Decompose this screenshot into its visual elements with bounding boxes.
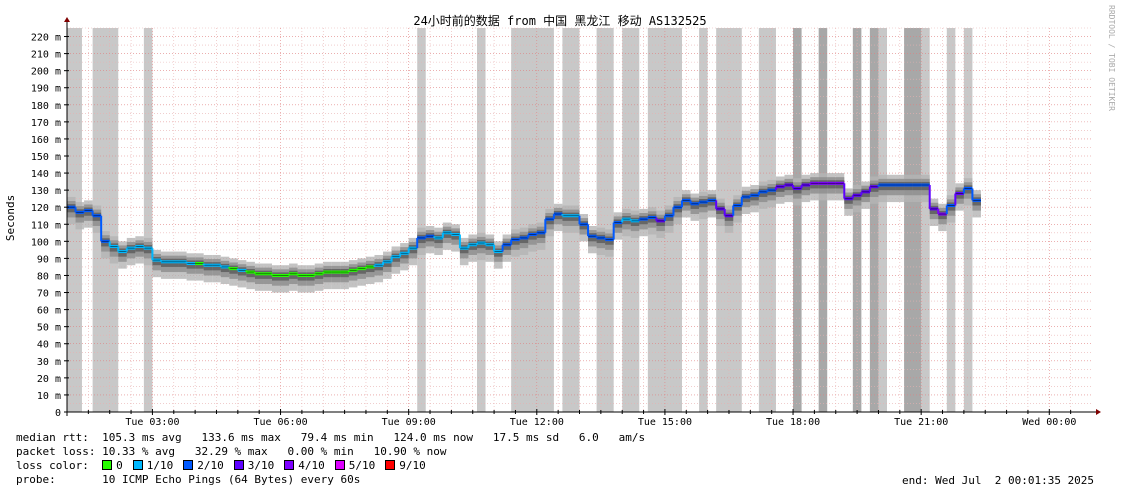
loss-color-label-text: 0 xyxy=(116,459,123,472)
median-rtt-values: 105.3 ms avg 133.6 ms max 79.4 ms min 12… xyxy=(102,431,646,444)
loss-legend-item: 2/10 xyxy=(183,459,224,472)
y-tick-label: 130 m xyxy=(31,186,61,197)
loss-band xyxy=(699,28,708,412)
y-tick-label: 220 m xyxy=(31,33,61,44)
y-tick-labels: 0 10 m 20 m 30 m 40 m 50 m 60 m 70 m 80 m 90 m 100… xyxy=(31,33,61,419)
loss-color-label-text: 3/10 xyxy=(247,459,275,472)
y-tick-label: 20 m xyxy=(37,374,61,385)
packet-loss-label: packet loss: xyxy=(16,445,96,458)
x-tick-label: Tue 09:00 xyxy=(382,417,436,428)
y-tick-label: 110 m xyxy=(31,220,61,231)
y-tick-label: 170 m xyxy=(31,118,61,129)
loss-color-swatch xyxy=(334,460,345,470)
loss-band xyxy=(143,28,153,412)
x-tick-label: Tue 06:00 xyxy=(253,417,307,428)
y-tick-label: 70 m xyxy=(37,289,61,300)
rrdtool-watermark: RRDTOOL / TOBI OETIKER xyxy=(1107,5,1116,111)
loss-legend-item: 9/10 xyxy=(385,459,426,472)
y-tick-label: 30 m xyxy=(37,357,61,368)
latency-chart: 24小时前的数据 from 中国 黑龙江 移动 AS132525 Seconds… xyxy=(4,5,1116,428)
loss-band-dark xyxy=(818,28,828,412)
loss-color-label-text: 5/10 xyxy=(348,459,376,472)
y-tick-label: 180 m xyxy=(31,101,61,112)
loss-band xyxy=(758,28,776,412)
loss-color-label-text: 9/10 xyxy=(399,459,426,472)
loss-legend-item: 0 xyxy=(102,459,123,472)
loss-band xyxy=(477,28,486,412)
loss-color-swatch xyxy=(233,460,244,470)
loss-color-swatch xyxy=(385,460,396,470)
loss-band-dark xyxy=(869,28,879,412)
y-tick-label: 200 m xyxy=(31,67,61,78)
median-rtt-line xyxy=(67,181,981,277)
probe-row: probe: 10 ICMP Echo Pings (64 Bytes) eve… xyxy=(16,473,360,487)
y-tick-label: 40 m xyxy=(37,340,61,351)
loss-band xyxy=(963,28,973,412)
loss-band xyxy=(417,28,426,412)
median-rtt-row: median rtt: 105.3 ms avg 133.6 ms max 79… xyxy=(16,431,645,445)
y-tick-label: 50 m xyxy=(37,323,61,334)
y-tick-label: 60 m xyxy=(37,306,61,317)
x-axis-arrow xyxy=(1096,409,1101,415)
axes xyxy=(64,17,1101,416)
loss-band-dark xyxy=(904,28,922,412)
y-axis-label: Seconds xyxy=(4,195,17,241)
x-tick-label: Tue 15:00 xyxy=(638,417,692,428)
packet-loss-values: 10.33 % avg 32.29 % max 0.00 % min 10.90… xyxy=(102,445,447,458)
loss-color-legend: 0 1/10 2/10 3/10 4/10 5/10 9/10 xyxy=(102,459,436,472)
loss-legend-item: 1/10 xyxy=(132,459,174,472)
packet-loss-row: packet loss: 10.33 % avg 32.29 % max 0.0… xyxy=(16,445,446,459)
loss-color-row: loss color: 0 1/10 2/10 3/10 4/10 5/10 9/10 xyxy=(16,459,436,473)
y-tick-label: 140 m xyxy=(31,169,61,180)
loss-color-label: loss color: xyxy=(16,459,89,472)
loss-band-dark xyxy=(793,28,802,412)
y-tick-label: 150 m xyxy=(31,152,61,163)
y-tick-label: 10 m xyxy=(37,391,61,402)
x-tick-label: Tue 21:00 xyxy=(894,417,948,428)
y-tick-label: 90 m xyxy=(37,254,61,265)
x-tick-label: Tue 03:00 xyxy=(125,417,179,428)
x-tick-label: Wed 00:00 xyxy=(1022,417,1076,428)
loss-color-swatch xyxy=(284,460,295,470)
probe-value: 10 ICMP Echo Pings (64 Bytes) every 60s xyxy=(102,473,361,486)
loss-bands xyxy=(67,28,973,412)
loss-color-swatch xyxy=(102,460,113,470)
y-tick-label: 0 xyxy=(55,408,61,419)
y-tick-label: 100 m xyxy=(31,237,61,248)
loss-legend-item: 4/10 xyxy=(284,459,325,472)
probe-label: probe: xyxy=(16,473,56,486)
median-rtt-label: median rtt: xyxy=(16,431,89,444)
y-tick-label: 210 m xyxy=(31,50,61,61)
loss-color-label-text: 4/10 xyxy=(298,459,325,472)
loss-legend-item: 3/10 xyxy=(233,459,275,472)
loss-legend-item: 5/10 xyxy=(334,459,376,472)
y-tick-label: 160 m xyxy=(31,135,61,146)
loss-band xyxy=(596,28,614,412)
loss-color-swatch xyxy=(183,460,194,470)
x-tick-label: Tue 12:00 xyxy=(510,417,564,428)
y-axis-arrow xyxy=(64,17,70,22)
end-timestamp: end: Wed Jul 2 00:01:35 2025 xyxy=(902,474,1095,487)
loss-color-swatch xyxy=(132,460,143,470)
chart-title: 24小时前的数据 from 中国 黑龙江 移动 AS132525 xyxy=(413,13,706,28)
loss-color-label-text: 1/10 xyxy=(146,459,174,472)
y-tick-label: 190 m xyxy=(31,84,61,95)
y-tick-label: 80 m xyxy=(37,271,61,282)
x-tick-labels: Tue 03:00 Tue 06:00 Tue 09:00 Tue 12:00 Tue … xyxy=(125,417,1076,428)
y-tick-label: 120 m xyxy=(31,203,61,214)
loss-band xyxy=(921,28,930,412)
loss-color-label-text: 2/10 xyxy=(197,459,224,472)
x-tick-label: Tue 18:00 xyxy=(766,417,820,428)
